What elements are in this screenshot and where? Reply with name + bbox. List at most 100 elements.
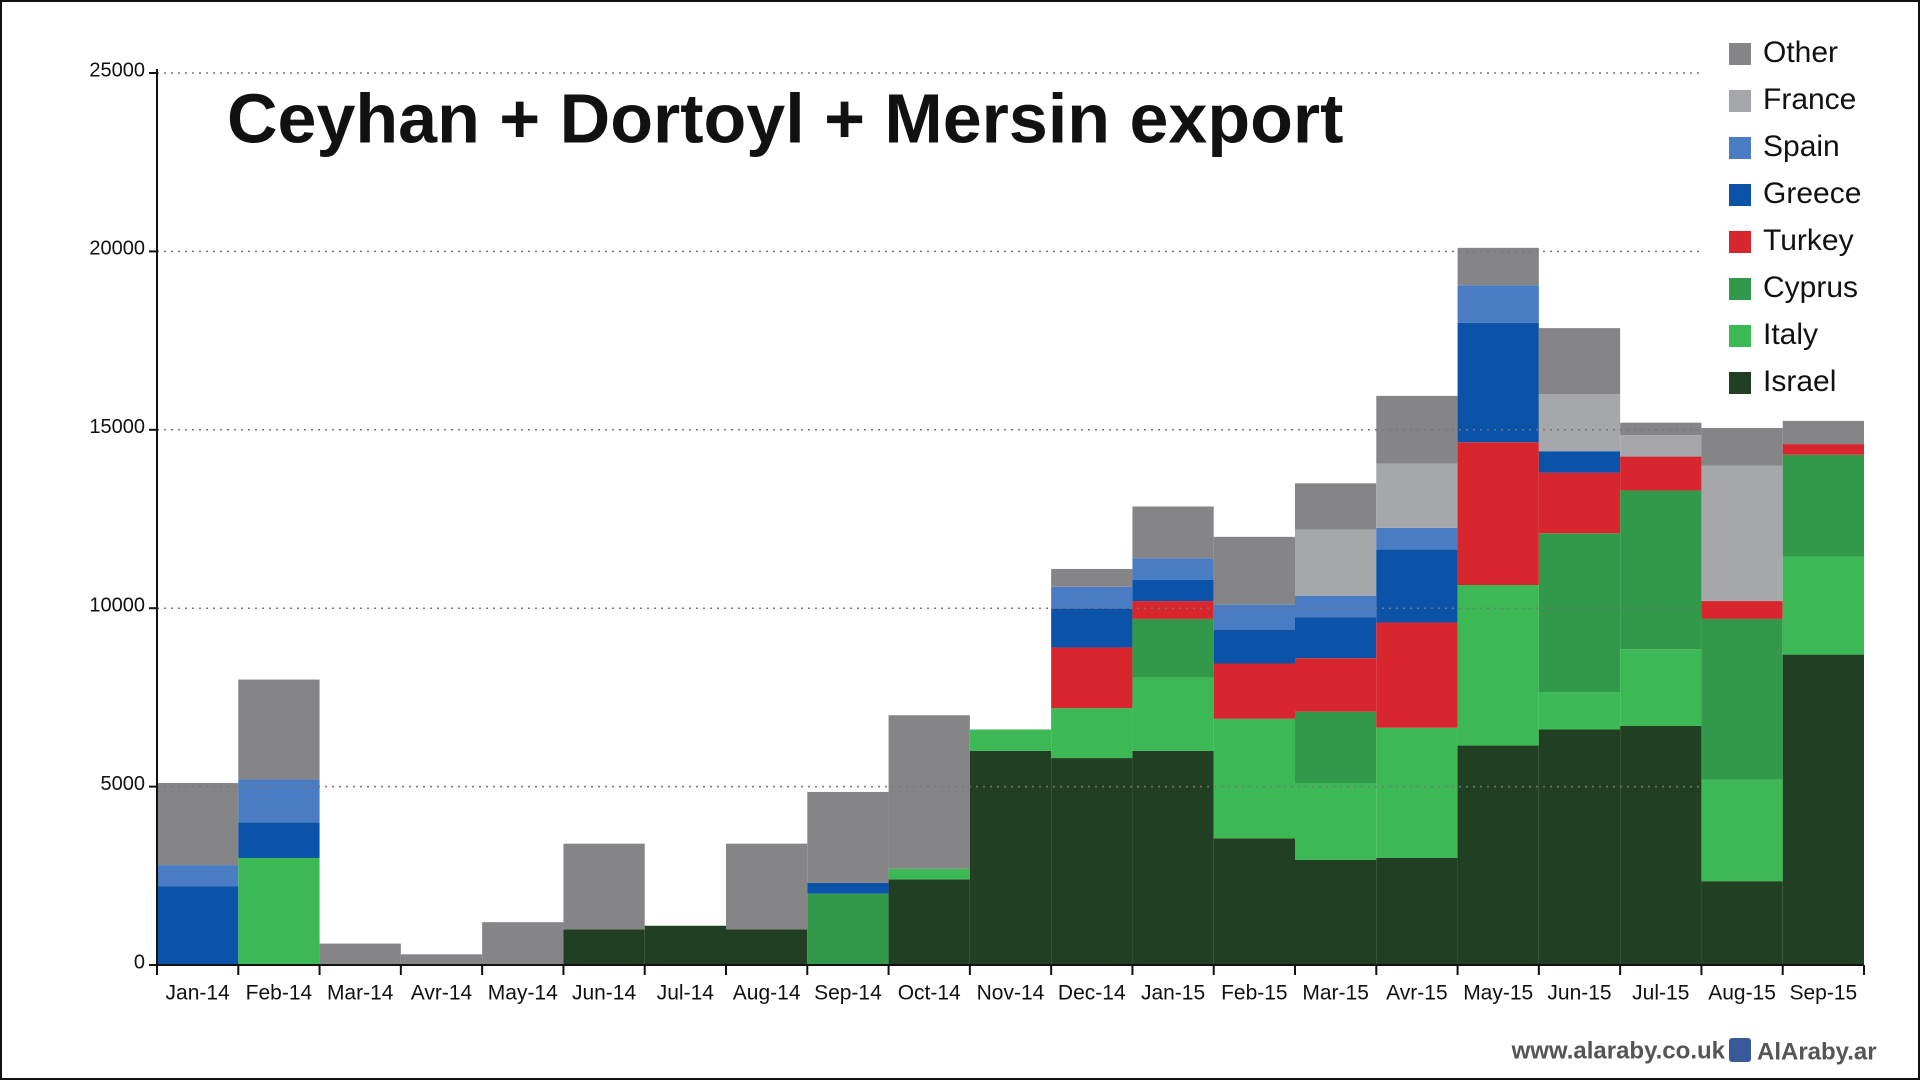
bar-segment — [238, 679, 320, 780]
bar-segment — [482, 922, 564, 965]
bar-segment — [1620, 725, 1702, 965]
bar-segment — [1782, 444, 1864, 455]
bar-segment — [1457, 745, 1539, 965]
bar-segment — [1701, 618, 1783, 780]
x-tick-label: Jun-15 — [1547, 982, 1611, 1005]
bar-segment — [1701, 881, 1783, 965]
bar-segment — [969, 750, 1052, 965]
bar-segment — [1295, 658, 1377, 712]
x-tick-label: Avr-15 — [1386, 982, 1447, 1005]
bar-segment — [157, 886, 239, 965]
bar-segment — [1538, 394, 1621, 452]
bar-segment — [1782, 454, 1864, 557]
footer-social: AlAraby.ar — [1757, 1038, 1877, 1065]
bar-segment — [726, 929, 808, 965]
bar-segment — [1295, 483, 1377, 530]
x-tick-label: Jun-14 — [572, 982, 637, 1005]
bar-segment — [1538, 729, 1621, 965]
bar-segment — [1051, 647, 1133, 709]
bar-segment — [1782, 420, 1864, 445]
legend-label: Spain — [1763, 130, 1840, 163]
bar-segment — [807, 893, 889, 965]
x-tick-label: Aug-15 — [1708, 982, 1776, 1005]
bar-segment — [1213, 629, 1295, 664]
y-tick-label: 10000 — [89, 594, 145, 616]
bar-segment — [807, 882, 889, 894]
x-tick-label: Feb-14 — [246, 982, 313, 1005]
bar-segment — [1701, 779, 1783, 882]
bar-segment — [1132, 618, 1214, 678]
legend-swatch — [1729, 137, 1751, 159]
bar-segment — [1538, 692, 1621, 730]
bar-segment — [1213, 663, 1295, 719]
bar-segment — [1620, 435, 1702, 457]
bar-segment — [1620, 490, 1702, 650]
x-tick-label: Feb-15 — [1221, 982, 1288, 1005]
legend-swatch — [1729, 184, 1751, 206]
bar-segment — [1701, 428, 1783, 466]
bar-segment — [726, 843, 808, 930]
x-tick-label: Sep-15 — [1789, 982, 1857, 1005]
bar-segment — [1376, 527, 1458, 550]
bar-segment — [319, 943, 401, 965]
y-tick-label: 15000 — [89, 416, 145, 438]
bar-segment — [1132, 506, 1214, 559]
y-tick-label: 20000 — [89, 238, 145, 260]
x-tick-label: Jan-15 — [1141, 982, 1205, 1005]
bar-segment — [238, 857, 320, 965]
bar-segment — [1051, 586, 1133, 609]
bar-segment — [1213, 718, 1295, 839]
footer: www.alaraby.co.uk — [1511, 1037, 1726, 1064]
bar-segment — [1782, 654, 1864, 965]
bar-segment — [1132, 601, 1214, 619]
bar-segment — [1051, 608, 1133, 648]
y-tick-label: 5000 — [101, 773, 146, 795]
bar-segment — [1295, 529, 1377, 596]
bar-segment — [969, 729, 1052, 751]
bar-segment — [1457, 322, 1539, 443]
chart-title: Ceyhan + Dortoyl + Mersin export — [227, 79, 1343, 157]
legend-swatch — [1729, 372, 1751, 394]
x-tick-label: Mar-14 — [327, 982, 394, 1005]
bar-segment — [1295, 617, 1377, 659]
bar-segment — [1376, 549, 1458, 623]
legend-swatch — [1729, 43, 1751, 65]
social-icon — [1729, 1038, 1751, 1062]
bar-segment — [1457, 285, 1539, 323]
bar-segment — [1132, 558, 1214, 580]
bar-segment — [1457, 247, 1539, 286]
bar-segment — [1213, 604, 1295, 630]
x-tick-label: Dec-14 — [1058, 982, 1126, 1005]
bar-segment — [1295, 711, 1377, 784]
bar-segment — [1295, 859, 1377, 965]
y-tick-label: 0 — [134, 951, 145, 973]
bar-segment — [1457, 585, 1539, 746]
x-tick-label: Oct-14 — [898, 982, 961, 1005]
legend-swatch — [1729, 278, 1751, 300]
bar-segment — [1620, 456, 1702, 491]
bar-segment — [1701, 465, 1783, 602]
bar-segment — [1457, 442, 1539, 586]
bar-segment — [1701, 601, 1783, 619]
bar-segment — [1620, 422, 1702, 436]
x-tick-label: Jan-14 — [166, 982, 231, 1005]
x-tick-label: Avr-14 — [411, 982, 473, 1005]
x-tick-label: Sep-14 — [814, 982, 882, 1005]
legend-label: Greece — [1763, 177, 1861, 210]
bar-segment — [807, 791, 889, 883]
bar-segment — [1132, 750, 1214, 965]
legend-swatch — [1729, 231, 1751, 253]
x-tick-label: May-14 — [488, 982, 558, 1005]
plot-area — [157, 247, 1864, 965]
bar-segment — [644, 925, 726, 965]
legend-label: Italy — [1763, 318, 1818, 351]
legend-label: France — [1763, 83, 1856, 116]
bar-segment — [1538, 533, 1621, 693]
bar-segment — [1376, 857, 1458, 965]
bar-segment — [238, 779, 320, 823]
x-tick-label: Nov-14 — [977, 982, 1045, 1005]
bar-segment — [888, 715, 970, 869]
bar-segment — [1132, 677, 1214, 751]
